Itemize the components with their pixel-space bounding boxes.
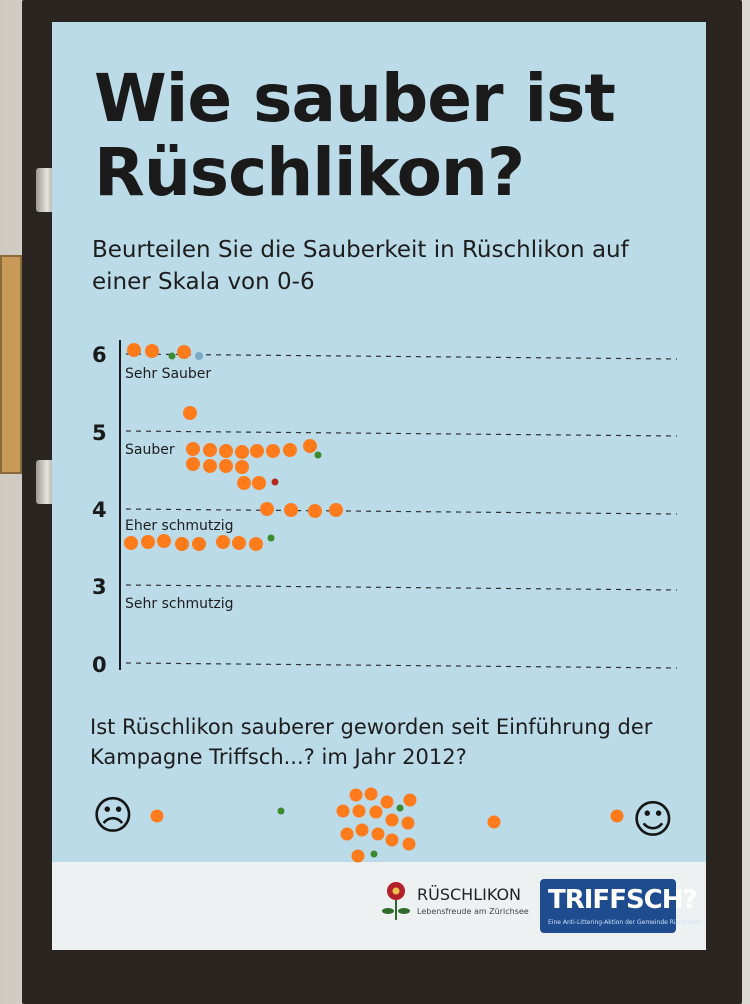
dot	[385, 833, 399, 847]
scale-gridlines	[125, 353, 678, 669]
rating-dots-small	[168, 352, 322, 542]
dot	[266, 444, 280, 458]
triffsch-logo-tagline: Eine Anti-Littering-Aktion der Gemeinde …	[548, 919, 702, 926]
gridline-3	[125, 584, 678, 591]
dot	[329, 503, 343, 517]
tick-label: 0	[92, 653, 107, 677]
dot	[364, 787, 378, 801]
gridline-4	[125, 508, 678, 515]
tick-label: 4	[92, 498, 107, 522]
dot	[260, 502, 274, 516]
poster-title: Wie sauber ist Rüschlikon?	[94, 60, 616, 211]
dot	[277, 807, 285, 815]
dot	[250, 444, 264, 458]
triffsch-logo-text: TRIFFSCH?	[548, 885, 698, 915]
band-label: Eher schmutzig	[125, 518, 234, 534]
dot	[252, 476, 266, 490]
tick-label: 6	[92, 343, 107, 367]
gridline-6	[125, 353, 678, 360]
question-dots-green	[277, 804, 404, 858]
dot	[267, 534, 275, 542]
gridline-0	[125, 662, 678, 669]
band-label: Sehr Sauber	[125, 366, 211, 382]
dot	[232, 536, 246, 550]
happy-face-icon: ☺	[632, 797, 674, 843]
dot	[401, 816, 415, 830]
dot	[175, 537, 189, 551]
dot	[219, 459, 233, 473]
dot	[308, 504, 322, 518]
dot	[216, 535, 230, 549]
dot	[124, 536, 138, 550]
picture-frame-edge	[0, 255, 22, 474]
dot	[177, 345, 191, 359]
poster: Wie sauber ist Rüschlikon? Beurteilen Si…	[52, 22, 706, 950]
dot	[203, 443, 217, 457]
dot	[235, 460, 249, 474]
sad-face-icon: ☹	[92, 793, 134, 839]
dot	[249, 537, 263, 551]
dot	[385, 813, 399, 827]
dot	[283, 443, 297, 457]
dot	[284, 503, 298, 517]
dot	[168, 352, 176, 360]
dot	[203, 459, 217, 473]
poster-subtitle: Beurteilen Sie die Sauberkeit in Rüschli…	[92, 237, 629, 295]
dot	[487, 815, 501, 829]
rueschlikon-logo-name: RÜSCHLIKON	[417, 885, 521, 904]
triffsch-logo: TRIFFSCH? Eine Anti-Littering-Aktion der…	[540, 879, 702, 933]
band-label: Sauber	[125, 442, 175, 458]
dot	[141, 535, 155, 549]
dot	[340, 827, 354, 841]
dot	[186, 442, 200, 456]
rueschlikon-logo: RÜSCHLIKON Lebensfreude am Zürichsee	[377, 877, 532, 927]
dot	[314, 451, 322, 459]
dot	[183, 406, 197, 420]
dot	[336, 804, 350, 818]
dot	[150, 809, 164, 823]
dot	[127, 343, 141, 357]
dot	[157, 534, 171, 548]
question-dots-orange	[150, 787, 624, 863]
dot	[192, 537, 206, 551]
dot	[369, 805, 383, 819]
dot	[186, 457, 200, 471]
improvement-question: Ist Rüschlikon sauberer geworden seit Ei…	[90, 715, 653, 769]
tick-label: 5	[92, 421, 107, 445]
rueschlikon-logo-tagline: Lebensfreude am Zürichsee	[417, 907, 529, 916]
dot	[370, 850, 378, 858]
dot	[349, 788, 363, 802]
dot	[403, 793, 417, 807]
dot	[610, 809, 624, 823]
dot	[380, 795, 394, 809]
dot	[145, 344, 159, 358]
dot	[355, 823, 369, 837]
dot	[352, 804, 366, 818]
dot-rating-chart: 6 5 4 3 0 Sehr Sauber Sauber Eher schmut…	[92, 340, 678, 920]
dot	[371, 827, 385, 841]
tick-label: 3	[92, 575, 107, 599]
dot	[351, 849, 365, 863]
dot	[396, 804, 404, 812]
gridline-5	[125, 430, 678, 437]
dot	[219, 444, 233, 458]
dot	[271, 478, 279, 486]
dot	[195, 352, 203, 360]
dot	[303, 439, 317, 453]
dot	[402, 837, 416, 851]
rating-dots-orange	[124, 343, 343, 551]
rueschlikon-rose-logo	[382, 882, 410, 920]
dot	[237, 476, 251, 490]
dot	[235, 445, 249, 459]
band-label: Sehr schmutzig	[125, 596, 234, 612]
